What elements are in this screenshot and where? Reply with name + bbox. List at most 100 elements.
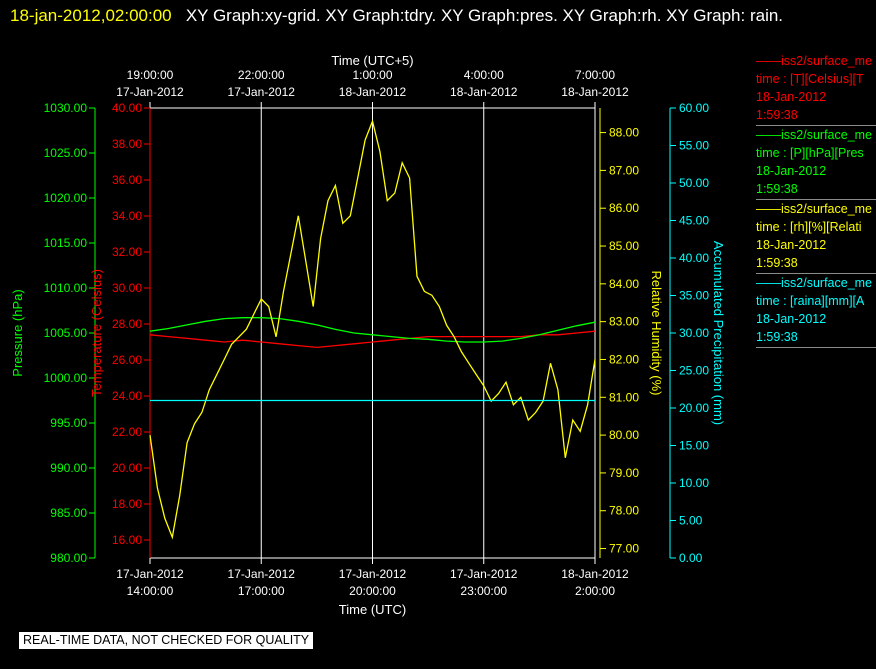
humidity-tick-label: 81.00 [609, 390, 639, 404]
temperature-tick-label: 34.00 [112, 209, 142, 223]
x-tick-label-bottom-date: 17-Jan-2012 [228, 567, 296, 581]
legend-series-info: time : [raina][mm][A [756, 294, 865, 308]
pressure-series-line [149, 317, 596, 343]
x-tick-label-top-date: 17-Jan-2012 [228, 85, 296, 99]
precipitation-tick-label: 10.00 [679, 476, 709, 490]
legend-series-info: time : [rh][%][Relati [756, 220, 862, 234]
legend-series-line: ——iss2/surface_me [756, 54, 873, 68]
humidity-tick-label: 84.00 [609, 277, 639, 291]
temperature-axis-label: Temperature (Celsius) [89, 269, 104, 397]
humidity-tick-label: 85.00 [609, 239, 639, 253]
temperature-tick-label: 30.00 [112, 281, 142, 295]
precipitation-tick-label: 55.00 [679, 139, 709, 153]
humidity-tick-label: 80.00 [609, 428, 639, 442]
legend-series-info: time : [P][hPa][Pres [756, 146, 864, 160]
humidity-tick-label: 86.00 [609, 201, 639, 215]
temperature-tick-label: 40.00 [112, 101, 142, 115]
x-tick-label-bottom-time: 14:00:00 [127, 584, 174, 598]
legend-series-date: 18-Jan-2012 [756, 164, 827, 178]
legend-series-date: 18-Jan-2012 [756, 238, 827, 252]
temperature-tick-label: 26.00 [112, 353, 142, 367]
precipitation-tick-label: 45.00 [679, 214, 709, 228]
legend-entry-humidity: ——iss2/surface_me time : [rh][%][Relati … [756, 200, 876, 274]
temperature-tick-label: 38.00 [112, 137, 142, 151]
pressure-tick-label: 1000.00 [44, 371, 88, 385]
header-graph-titles: XY Graph:xy-grid. XY Graph:tdry. XY Grap… [185, 6, 784, 25]
x-tick-label-bottom-time: 23:00:00 [460, 584, 507, 598]
precipitation-axis-label: Accumulated Precipitation (mm) [711, 241, 726, 425]
precipitation-tick-label: 0.00 [679, 551, 703, 565]
legend-series-time: 1:59:38 [756, 256, 798, 270]
legend-entry-temperature: ——iss2/surface_me time : [T][Celsius][T … [756, 52, 876, 126]
precipitation-tick-label: 25.00 [679, 364, 709, 378]
precipitation-tick-label: 5.00 [679, 514, 703, 528]
x-tick-label-top-time: 4:00:00 [464, 68, 504, 82]
humidity-tick-label: 77.00 [609, 542, 639, 556]
x-tick-label-top-date: 18-Jan-2012 [450, 85, 518, 99]
pressure-tick-label: 1020.00 [44, 191, 88, 205]
pressure-tick-label: 1025.00 [44, 146, 88, 160]
pressure-tick-label: 1015.00 [44, 236, 88, 250]
x-tick-label-top-time: 1:00:00 [352, 68, 392, 82]
pressure-tick-label: 1030.00 [44, 101, 88, 115]
pressure-axis-label: Pressure (hPa) [10, 289, 25, 376]
legend: ——iss2/surface_me time : [T][Celsius][T … [756, 52, 876, 348]
pressure-tick-label: 985.00 [50, 506, 87, 520]
temperature-tick-label: 16.00 [112, 533, 142, 547]
x-tick-label-bottom-time: 2:00:00 [575, 584, 615, 598]
humidity-tick-label: 87.00 [609, 163, 639, 177]
humidity-tick-label: 79.00 [609, 466, 639, 480]
precipitation-tick-label: 15.00 [679, 439, 709, 453]
x-tick-label-bottom-date: 17-Jan-2012 [450, 567, 518, 581]
x-tick-label-bottom-date: 17-Jan-2012 [116, 567, 184, 581]
temperature-tick-label: 36.00 [112, 173, 142, 187]
x-tick-label-top-time: 7:00:00 [575, 68, 615, 82]
header-timestamp: 18-jan-2012,02:00:00 [10, 6, 172, 25]
legend-series-date: 18-Jan-2012 [756, 90, 827, 104]
humidity-tick-label: 78.00 [609, 504, 639, 518]
legend-series-info: time : [T][Celsius][T [756, 72, 864, 86]
temperature-tick-label: 24.00 [112, 389, 142, 403]
precipitation-tick-label: 40.00 [679, 251, 709, 265]
x-tick-label-bottom-time: 20:00:00 [349, 584, 396, 598]
x-tick-label-top-time: 22:00:00 [238, 68, 285, 82]
precipitation-tick-label: 20.00 [679, 401, 709, 415]
temperature-tick-label: 18.00 [112, 497, 142, 511]
x-axis-label-bottom: Time (UTC) [339, 602, 406, 617]
humidity-series-line [149, 119, 596, 540]
precipitation-tick-label: 60.00 [679, 101, 709, 115]
legend-series-line: ——iss2/surface_me [756, 202, 873, 216]
legend-series-date: 18-Jan-2012 [756, 312, 827, 326]
temperature-tick-label: 22.00 [112, 425, 142, 439]
legend-series-time: 1:59:38 [756, 182, 798, 196]
legend-series-time: 1:59:38 [756, 330, 798, 344]
legend-series-line: ——iss2/surface_me [756, 128, 873, 142]
temperature-tick-label: 32.00 [112, 245, 142, 259]
x-tick-label-top-date: 18-Jan-2012 [561, 85, 629, 99]
pressure-tick-label: 990.00 [50, 461, 87, 475]
temperature-series-line [149, 330, 596, 349]
humidity-tick-label: 82.00 [609, 352, 639, 366]
x-tick-label-bottom-time: 17:00:00 [238, 584, 285, 598]
pressure-tick-label: 980.00 [50, 551, 87, 565]
legend-entry-precipitation: ——iss2/surface_me time : [raina][mm][A 1… [756, 274, 876, 348]
graph-header: 18-jan-2012,02:00:00 XY Graph:xy-grid. X… [10, 2, 850, 30]
temperature-tick-label: 20.00 [112, 461, 142, 475]
temperature-tick-label: 28.00 [112, 317, 142, 331]
pressure-tick-label: 1005.00 [44, 326, 88, 340]
pressure-tick-label: 995.00 [50, 416, 87, 430]
x-tick-label-bottom-date: 18-Jan-2012 [561, 567, 629, 581]
pressure-tick-label: 1010.00 [44, 281, 88, 295]
humidity-tick-label: 83.00 [609, 315, 639, 329]
x-tick-label-top-time: 19:00:00 [127, 68, 174, 82]
x-tick-label-top-date: 18-Jan-2012 [339, 85, 407, 99]
precipitation-tick-label: 30.00 [679, 326, 709, 340]
x-tick-label-top-date: 17-Jan-2012 [116, 85, 184, 99]
legend-entry-pressure: ——iss2/surface_me time : [P][hPa][Pres 1… [756, 126, 876, 200]
precipitation-tick-label: 50.00 [679, 176, 709, 190]
precipitation-tick-label: 35.00 [679, 289, 709, 303]
x-tick-label-bottom-date: 17-Jan-2012 [339, 567, 407, 581]
legend-series-line: ——iss2/surface_me [756, 276, 873, 290]
quality-disclaimer: REAL-TIME DATA, NOT CHECKED FOR QUALITY [19, 632, 314, 649]
